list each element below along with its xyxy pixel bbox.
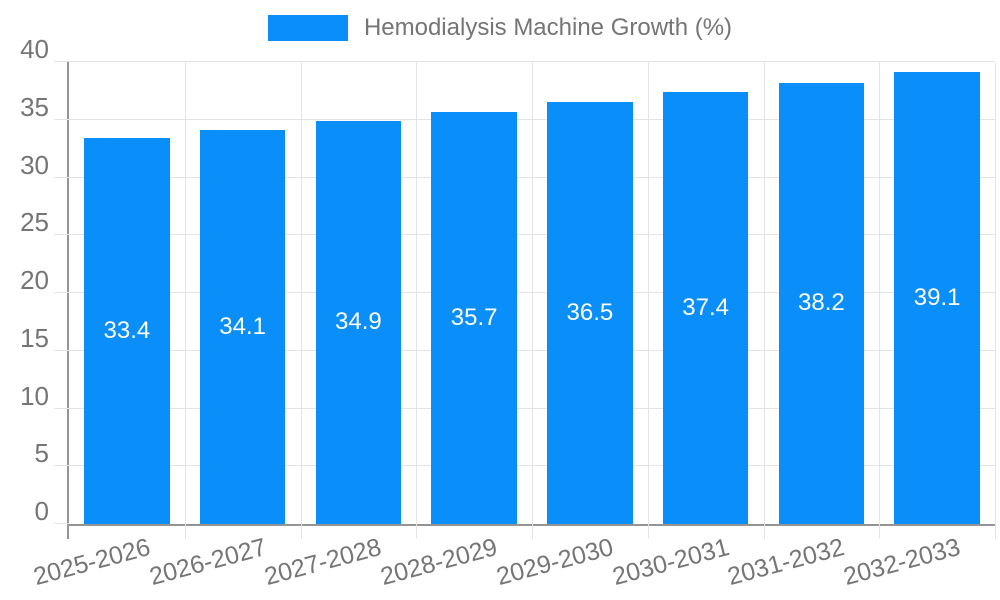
legend[interactable]: Hemodialysis Machine Growth (%) (0, 14, 1000, 42)
y-axis-tick (54, 118, 69, 120)
bar-value-label: 34.9 (335, 308, 382, 336)
bar-value-label: 37.4 (682, 294, 729, 322)
y-axis-tick-label: 10 (20, 380, 49, 411)
bar-2030-2031[interactable]: 37.4 (662, 92, 749, 524)
bar-2032-2033[interactable]: 39.1 (894, 72, 980, 524)
y-axis-tick-label: 25 (20, 207, 49, 238)
bar-value-label: 33.4 (103, 317, 151, 345)
y-axis-tick (54, 407, 69, 409)
bar-value-label: 36.5 (566, 299, 614, 327)
bar-slot: 39.1 (879, 62, 995, 524)
y-axis-tick-label: 35 (20, 91, 49, 122)
y-axis-tick (54, 349, 69, 351)
y-gridline (69, 61, 995, 62)
x-axis-tick-label: 2031-2032 (724, 533, 848, 592)
x-axis-tick-label: 2027-2028 (261, 533, 385, 592)
bar-2029-2030[interactable]: 36.5 (547, 102, 633, 524)
plot-area: 0 5 10 15 20 25 30 35 40 33.4 34.1 34.9 35.7 36.5 37.… (20, 36, 996, 539)
bar-2027-2028[interactable]: 34.9 (315, 120, 402, 524)
bar-slot: 34.1 (185, 62, 301, 524)
y-axis-tick (54, 292, 69, 293)
bar-slot: 37.4 (648, 62, 764, 524)
legend-label: Hemodialysis Machine Growth (%) (363, 14, 733, 41)
y-axis-tick-label: 15 (20, 322, 49, 353)
x-gridline (300, 62, 302, 539)
bar-2031-2032[interactable]: 38.2 (778, 82, 865, 524)
bar-slot: 36.5 (532, 62, 648, 524)
x-axis-tick-label: 2025-2026 (30, 533, 154, 592)
y-axis-tick (54, 465, 69, 467)
y-axis-tick-label: 40 (20, 34, 49, 64)
bar-2026-2027[interactable]: 34.1 (199, 130, 286, 524)
legend-swatch (267, 15, 348, 41)
bar-value-label: 34.1 (219, 313, 266, 341)
x-axis-tick-label: 2032-2033 (840, 533, 964, 592)
y-axis-line (67, 62, 69, 539)
y-axis-tick-label: 5 (34, 438, 49, 469)
y-axis-tick (54, 176, 69, 178)
y-axis-tick (54, 61, 69, 62)
x-gridline (879, 62, 881, 539)
x-axis-line (67, 524, 995, 526)
x-gridline (416, 62, 418, 539)
x-gridline (763, 62, 765, 539)
x-axis-tick-label: 2030-2031 (609, 533, 732, 592)
x-gridline (184, 62, 186, 539)
x-axis-tick-label: 2026-2027 (146, 533, 269, 592)
bar-2028-2029[interactable]: 35.7 (431, 111, 517, 524)
bar-value-label: 39.1 (913, 284, 961, 312)
bar-value-label: 38.2 (798, 289, 845, 317)
y-axis-tick-label: 20 (20, 265, 49, 295)
bar-slot: 33.4 (69, 62, 185, 524)
y-axis-tick (54, 523, 69, 524)
x-axis-tick-label: 2028-2029 (377, 533, 501, 592)
bar-slot: 35.7 (416, 62, 532, 524)
x-axis-tick-label: 2029-2030 (493, 533, 617, 592)
bar-2025-2026[interactable]: 33.4 (84, 138, 170, 524)
y-axis-tick (54, 234, 69, 236)
bar-slot: 38.2 (764, 62, 880, 524)
x-gridline (532, 62, 533, 539)
y-axis-tick-label: 0 (34, 496, 49, 526)
x-gridline (995, 62, 996, 539)
x-axis-labels: 2025-2026 2026-2027 2027-2028 2028-2029 2029… (30, 524, 995, 600)
bar-slot: 34.9 (301, 62, 417, 524)
y-axis-tick-label: 30 (20, 149, 49, 180)
x-gridline (647, 62, 649, 539)
bar-value-label: 35.7 (450, 303, 498, 331)
